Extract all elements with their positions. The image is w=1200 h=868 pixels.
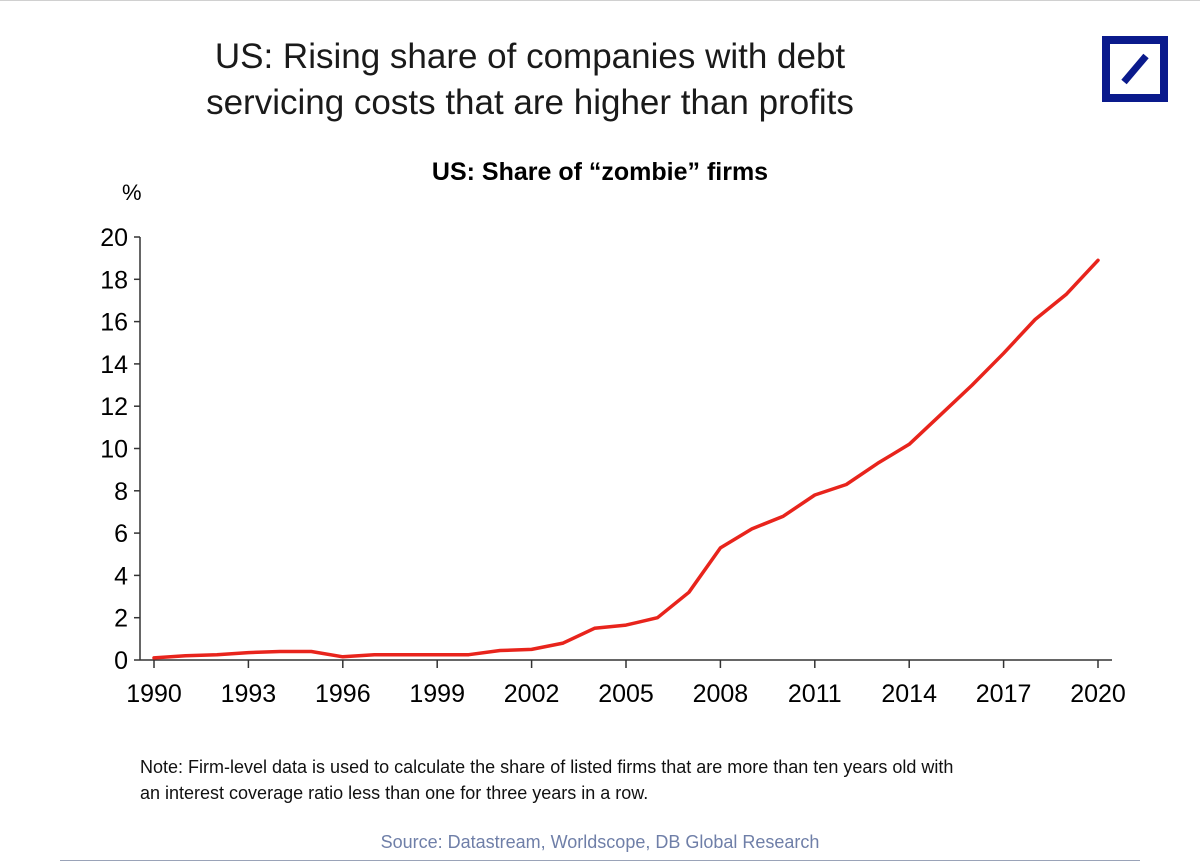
x-tick-label: 1996 xyxy=(315,680,371,708)
bottom-rule xyxy=(60,860,1140,861)
x-axis-ticks: 1990 1993 1996 1999 2002 2005 2008 2011 2014 2017… xyxy=(126,660,1126,708)
y-tick-label: 20 xyxy=(100,224,128,252)
x-tick-label: 2005 xyxy=(598,680,654,708)
series-layer xyxy=(152,258,1100,660)
y-tick-label: 16 xyxy=(100,309,128,337)
chart-title: US: Share of “zombie” firms xyxy=(431,158,769,186)
source-credit: Source: Datastream, Worldscope, DB Globa… xyxy=(380,832,820,852)
y-tick-label: 14 xyxy=(100,351,128,379)
footnote: Note: Firm-level data is used to calcula… xyxy=(140,754,1180,806)
main-title-line-1: US: Rising share of companies with debt xyxy=(214,37,846,76)
x-tick-label: 1993 xyxy=(221,680,277,708)
chart-axes xyxy=(139,237,1112,661)
x-tick-label: 2008 xyxy=(693,680,749,708)
y-axis-ticks: 0 2 4 6 8 10 12 14 16 18 20 xyxy=(100,224,140,675)
y-tick-label: 0 xyxy=(114,647,128,675)
y-axis-unit-label: % xyxy=(122,180,142,205)
x-tick-label: 1990 xyxy=(126,680,182,708)
x-tick-label: 2014 xyxy=(881,680,937,708)
x-tick-label: 2017 xyxy=(976,680,1032,708)
y-tick-label: 18 xyxy=(100,266,128,294)
logo-slash-icon xyxy=(1121,53,1149,85)
y-tick-label: 8 xyxy=(114,478,128,506)
main-title-line-2: servicing costs that are higher than pro… xyxy=(206,83,854,122)
frame-top-rule xyxy=(0,0,1200,1)
footnote-line-1: Note: Firm-level data is used to calcula… xyxy=(140,757,954,777)
x-tick-label: 2002 xyxy=(504,680,560,708)
footnote-line-2: an interest coverage ratio less than one… xyxy=(140,783,649,803)
main-title: US: Rising share of companies with debt … xyxy=(160,34,900,126)
deutsche-bank-logo-icon xyxy=(1102,36,1168,102)
x-tick-label: 1999 xyxy=(409,680,465,708)
y-tick-label: 10 xyxy=(100,436,128,464)
y-tick-label: 2 xyxy=(114,605,128,633)
zombie-share-line xyxy=(152,258,1100,660)
x-tick-label: 2011 xyxy=(788,680,842,708)
y-tick-label: 4 xyxy=(114,562,128,590)
y-tick-label: 12 xyxy=(100,393,128,421)
y-tick-label: 6 xyxy=(114,520,128,548)
x-tick-label: 2020 xyxy=(1070,680,1126,708)
